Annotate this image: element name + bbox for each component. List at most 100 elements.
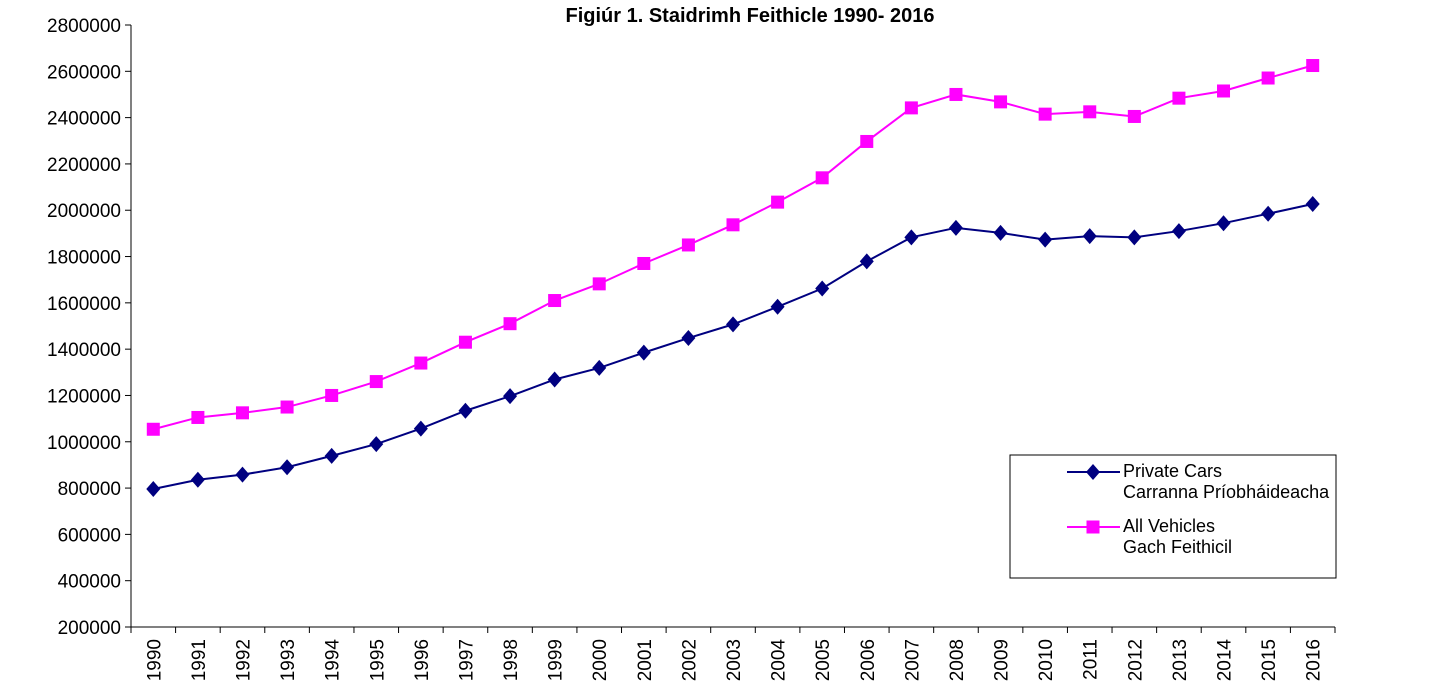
point — [1038, 107, 1052, 121]
x-tick-label: 2009 — [992, 639, 1013, 681]
point — [1216, 215, 1231, 232]
point — [948, 219, 963, 236]
x-tick-label: 2014 — [1215, 639, 1236, 682]
point — [592, 277, 606, 291]
point — [1217, 84, 1231, 98]
x-tick-label: 1997 — [456, 639, 477, 681]
point — [726, 316, 740, 333]
y-tick-label: 1000000 — [47, 433, 121, 454]
x-tick-label: 1992 — [233, 639, 254, 681]
point — [1127, 229, 1142, 246]
x-tick-label: 1993 — [278, 639, 299, 681]
legend-label: All Vehicles Gach Feithicil — [1123, 516, 1233, 557]
point — [458, 402, 473, 419]
x-tick-label: 2015 — [1259, 639, 1280, 681]
x-tick-label: 1998 — [501, 639, 522, 681]
point — [637, 256, 651, 270]
x-tick-label: 1995 — [367, 639, 388, 681]
point — [503, 317, 517, 331]
x-tick-label: 2013 — [1170, 639, 1191, 681]
point — [1127, 109, 1141, 123]
x-tick-label: 2008 — [947, 639, 968, 681]
point — [324, 447, 339, 464]
point — [904, 229, 919, 246]
y-tick-label: 2200000 — [47, 155, 121, 176]
y-tick-label: 1400000 — [47, 340, 121, 361]
point — [191, 410, 205, 424]
point — [860, 134, 874, 148]
x-tick-label: 2004 — [769, 639, 790, 682]
x-tick-label: 1999 — [546, 639, 567, 681]
y-tick-label: 1800000 — [47, 248, 121, 269]
point — [993, 224, 1008, 241]
x-tick-label: 1990 — [144, 639, 165, 681]
x-tick-label: 2003 — [724, 639, 745, 681]
point — [770, 298, 785, 315]
legend-label: Private Cars Carranna Príobháideacha — [1123, 461, 1330, 502]
y-tick-label: 2800000 — [47, 16, 121, 37]
point — [994, 95, 1008, 109]
x-tick-label: 2002 — [679, 639, 700, 681]
point — [1171, 223, 1186, 240]
point — [1261, 71, 1275, 85]
point — [1306, 59, 1320, 73]
x-tick-label: 2016 — [1304, 639, 1325, 681]
point — [815, 171, 829, 185]
y-tick-label: 2400000 — [47, 109, 121, 130]
y-tick-label: 2600000 — [47, 62, 121, 83]
legend-box — [1009, 454, 1337, 579]
point — [1038, 231, 1053, 248]
point — [1305, 195, 1320, 212]
x-tick-label: 1994 — [323, 639, 344, 682]
point — [280, 400, 294, 414]
legend-marker — [1086, 464, 1100, 480]
point — [548, 294, 562, 308]
point — [904, 101, 918, 115]
y-tick-label: 1200000 — [47, 386, 121, 407]
x-tick-label: 2000 — [590, 639, 611, 681]
point — [280, 459, 295, 476]
x-tick-label: 2006 — [858, 639, 879, 681]
point — [146, 422, 160, 436]
point — [190, 471, 205, 488]
point — [1172, 91, 1186, 105]
point — [592, 359, 607, 376]
series-line — [153, 203, 1313, 490]
y-tick-label: 1600000 — [47, 294, 121, 315]
point — [636, 344, 651, 361]
y-tick-label: 400000 — [58, 572, 121, 593]
point — [235, 466, 250, 483]
point — [949, 87, 963, 101]
point — [771, 195, 785, 209]
x-tick-label: 2011 — [1081, 639, 1102, 680]
point — [1261, 205, 1276, 222]
chart-title: Figiúr 1. Staidrimh Feithicle 1990- 2016 — [565, 5, 934, 27]
point — [369, 436, 384, 453]
point — [859, 253, 874, 270]
legend-marker — [1086, 520, 1100, 534]
x-tick-label: 2012 — [1125, 639, 1146, 681]
point — [325, 388, 339, 402]
point — [726, 218, 740, 232]
point — [235, 406, 249, 420]
point — [547, 371, 562, 388]
y-tick-label: 600000 — [58, 525, 121, 546]
point — [815, 280, 830, 297]
x-tick-label: 2001 — [635, 639, 656, 681]
y-tick-label: 800000 — [58, 479, 121, 500]
x-tick-label: 2007 — [902, 639, 923, 681]
y-tick-label: 200000 — [58, 618, 121, 639]
point — [369, 375, 383, 389]
x-tick-label: 2010 — [1036, 639, 1057, 681]
point — [681, 330, 696, 347]
x-tick-label: 1996 — [412, 639, 433, 681]
point — [503, 388, 518, 405]
point — [681, 238, 695, 252]
point — [1083, 105, 1097, 119]
x-tick-label: 2005 — [813, 639, 834, 681]
point — [1082, 228, 1097, 245]
point — [413, 420, 428, 437]
x-tick-label: 1991 — [189, 639, 210, 681]
point — [414, 356, 428, 370]
